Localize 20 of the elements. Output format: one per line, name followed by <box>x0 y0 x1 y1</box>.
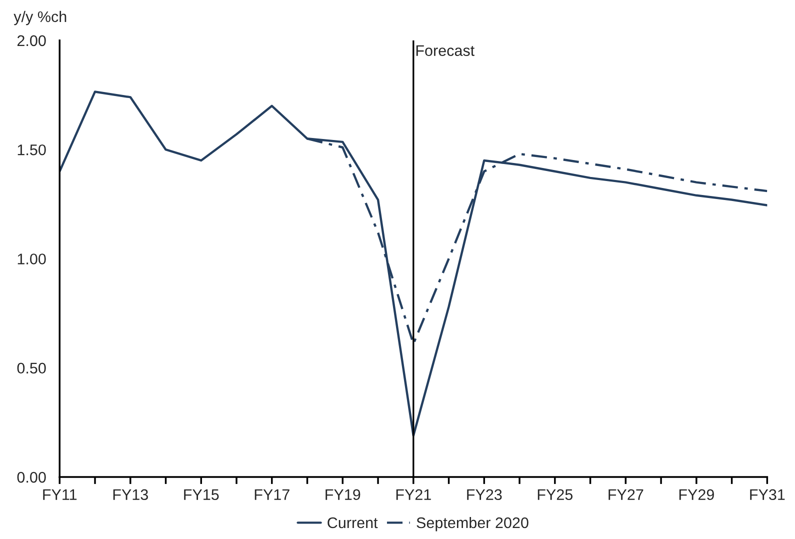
y-tick-label: 2.00 <box>17 35 46 46</box>
x-tick-label: FY11 <box>43 489 77 500</box>
x-tick-label: FY13 <box>113 489 148 500</box>
x-tick-label: FY29 <box>679 489 714 500</box>
x-tick-label: FY17 <box>254 489 290 500</box>
x-tick-label: FY31 <box>750 489 785 500</box>
x-tick-label: FY15 <box>184 489 219 500</box>
y-tick-label: 1.50 <box>18 144 46 156</box>
x-tick-label: FY23 <box>467 489 502 500</box>
y-axis-title: y/y %ch <box>14 10 66 26</box>
y-tick-label: 0.00 <box>17 472 46 483</box>
x-tick-label: FY19 <box>326 489 360 500</box>
x-tick-label: FY27 <box>608 489 644 500</box>
x-tick-label: FY21 <box>396 489 431 500</box>
y-tick-label: 0.50 <box>17 362 46 374</box>
legend-label: September 2020 <box>416 516 528 532</box>
x-tick-label: FY25 <box>538 489 573 500</box>
ref-line-label: Forecast <box>416 45 474 56</box>
legend-label: Current <box>328 517 378 528</box>
y-tick-label: 1.00 <box>18 254 46 264</box>
